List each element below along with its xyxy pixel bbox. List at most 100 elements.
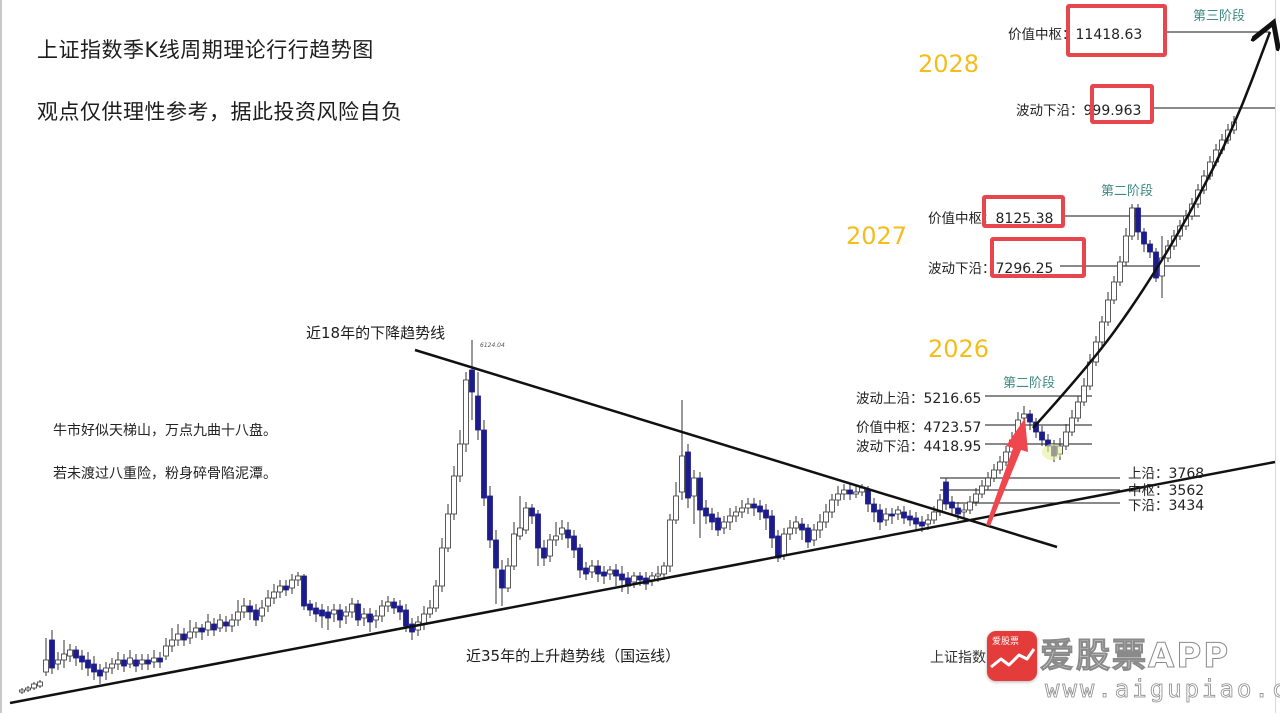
- level-2028-middle: 价值中枢：11418.63: [1008, 23, 1142, 43]
- candle: [109, 658, 115, 674]
- candle: [979, 480, 985, 498]
- candle: [553, 522, 559, 546]
- candle: [547, 534, 553, 562]
- candle: [103, 662, 109, 680]
- candle: [973, 488, 979, 506]
- candle: [751, 498, 757, 516]
- candle: [541, 540, 547, 566]
- level-value: 3434: [1168, 498, 1205, 514]
- candle: [259, 600, 265, 622]
- level-2026-upper: 波动上沿：5216.65: [856, 387, 981, 407]
- downtrend-label: 近18年的下降趋势线: [306, 324, 446, 342]
- candle: [1147, 240, 1153, 258]
- candle: [487, 486, 493, 548]
- candle: [217, 614, 223, 632]
- candle: [175, 624, 181, 646]
- candle: [397, 600, 403, 620]
- candle: [823, 504, 829, 528]
- candle: [1075, 396, 1081, 422]
- candle: [289, 574, 295, 594]
- level-current-middle: 中枢：3562: [1128, 479, 1204, 499]
- candle: [769, 510, 775, 548]
- year-2027: 2027: [846, 222, 908, 250]
- level-2026-lower: 波动下沿：4418.95: [856, 435, 981, 455]
- logo-text: 爱股票: [992, 637, 1020, 647]
- candle: [307, 600, 313, 616]
- candle: [181, 628, 187, 646]
- candle: [709, 508, 715, 530]
- bottom-caption: 上证指数: [930, 650, 986, 666]
- candle: [115, 652, 121, 670]
- candle: [193, 622, 199, 638]
- candle: [127, 650, 133, 668]
- candle: [715, 512, 721, 536]
- level-value: 8125.38: [995, 211, 1054, 227]
- candle: [79, 650, 85, 670]
- candle: [337, 604, 343, 628]
- candle: [535, 510, 541, 566]
- candle: [1003, 446, 1009, 466]
- candle: [559, 520, 565, 540]
- candle: [145, 654, 151, 670]
- stage-3-label: 第三阶段: [1193, 9, 1246, 24]
- poem-line-2: 若未渡过八重险，粉身碎骨陷泥潭。: [53, 466, 277, 482]
- candle: [793, 516, 799, 534]
- candle: [85, 652, 91, 676]
- candle: [661, 562, 667, 580]
- page-title: 上证指数季K线周期理论行行趋势图: [37, 38, 374, 62]
- candle: [25, 686, 31, 692]
- candle: [211, 618, 217, 636]
- candle: [721, 516, 727, 534]
- disclaimer: 观点仅供理性参考，据此投资风险自负: [37, 100, 403, 124]
- price-axis: [1275, 0, 1276, 713]
- candle: [55, 652, 61, 670]
- candle: [157, 652, 163, 668]
- level-value: 4418.95: [923, 439, 982, 455]
- candle: [97, 664, 103, 684]
- candle: [1099, 316, 1105, 346]
- candle: [691, 470, 697, 524]
- level-label: 上沿：: [1128, 466, 1169, 482]
- peak-tag: 6124.04: [480, 342, 505, 349]
- level-label: 价值中枢：: [1008, 27, 1076, 43]
- candle: [301, 574, 307, 610]
- candle: [667, 514, 673, 572]
- candle: [469, 340, 475, 420]
- candle: [235, 600, 241, 626]
- candle: [877, 504, 883, 530]
- candle: [763, 504, 769, 530]
- candle: [229, 614, 235, 632]
- candle: [223, 616, 229, 632]
- watermark-app-name: 爱股票APP: [1039, 636, 1231, 677]
- candle: [139, 654, 145, 670]
- candle: [1159, 236, 1165, 298]
- candle: [463, 372, 469, 452]
- candle: [1039, 426, 1045, 446]
- candle: [133, 654, 139, 672]
- candle: [757, 500, 763, 520]
- candle: [1129, 204, 1135, 240]
- trendlines: [9, 348, 1276, 705]
- candle: [451, 466, 457, 520]
- candle: [445, 504, 451, 552]
- projection-curve: [1032, 32, 1270, 429]
- level-value: 999.963: [1083, 103, 1142, 119]
- candle: [241, 598, 247, 618]
- candle: [895, 506, 901, 520]
- candle: [907, 510, 913, 526]
- candle: [499, 560, 505, 606]
- candle: [1105, 292, 1111, 326]
- stage-2-2026-label: 第二阶段: [1003, 376, 1056, 391]
- candle: [703, 500, 709, 524]
- level-label: 波动下沿：: [856, 439, 924, 455]
- candle: [913, 512, 919, 530]
- candle: [295, 572, 301, 586]
- candle: [949, 496, 955, 516]
- candle: [313, 602, 319, 622]
- left-border: [0, 0, 2, 713]
- level-label: 中枢：: [1128, 483, 1169, 499]
- candle: [49, 630, 55, 674]
- candle: [253, 604, 259, 626]
- candle: [619, 566, 625, 592]
